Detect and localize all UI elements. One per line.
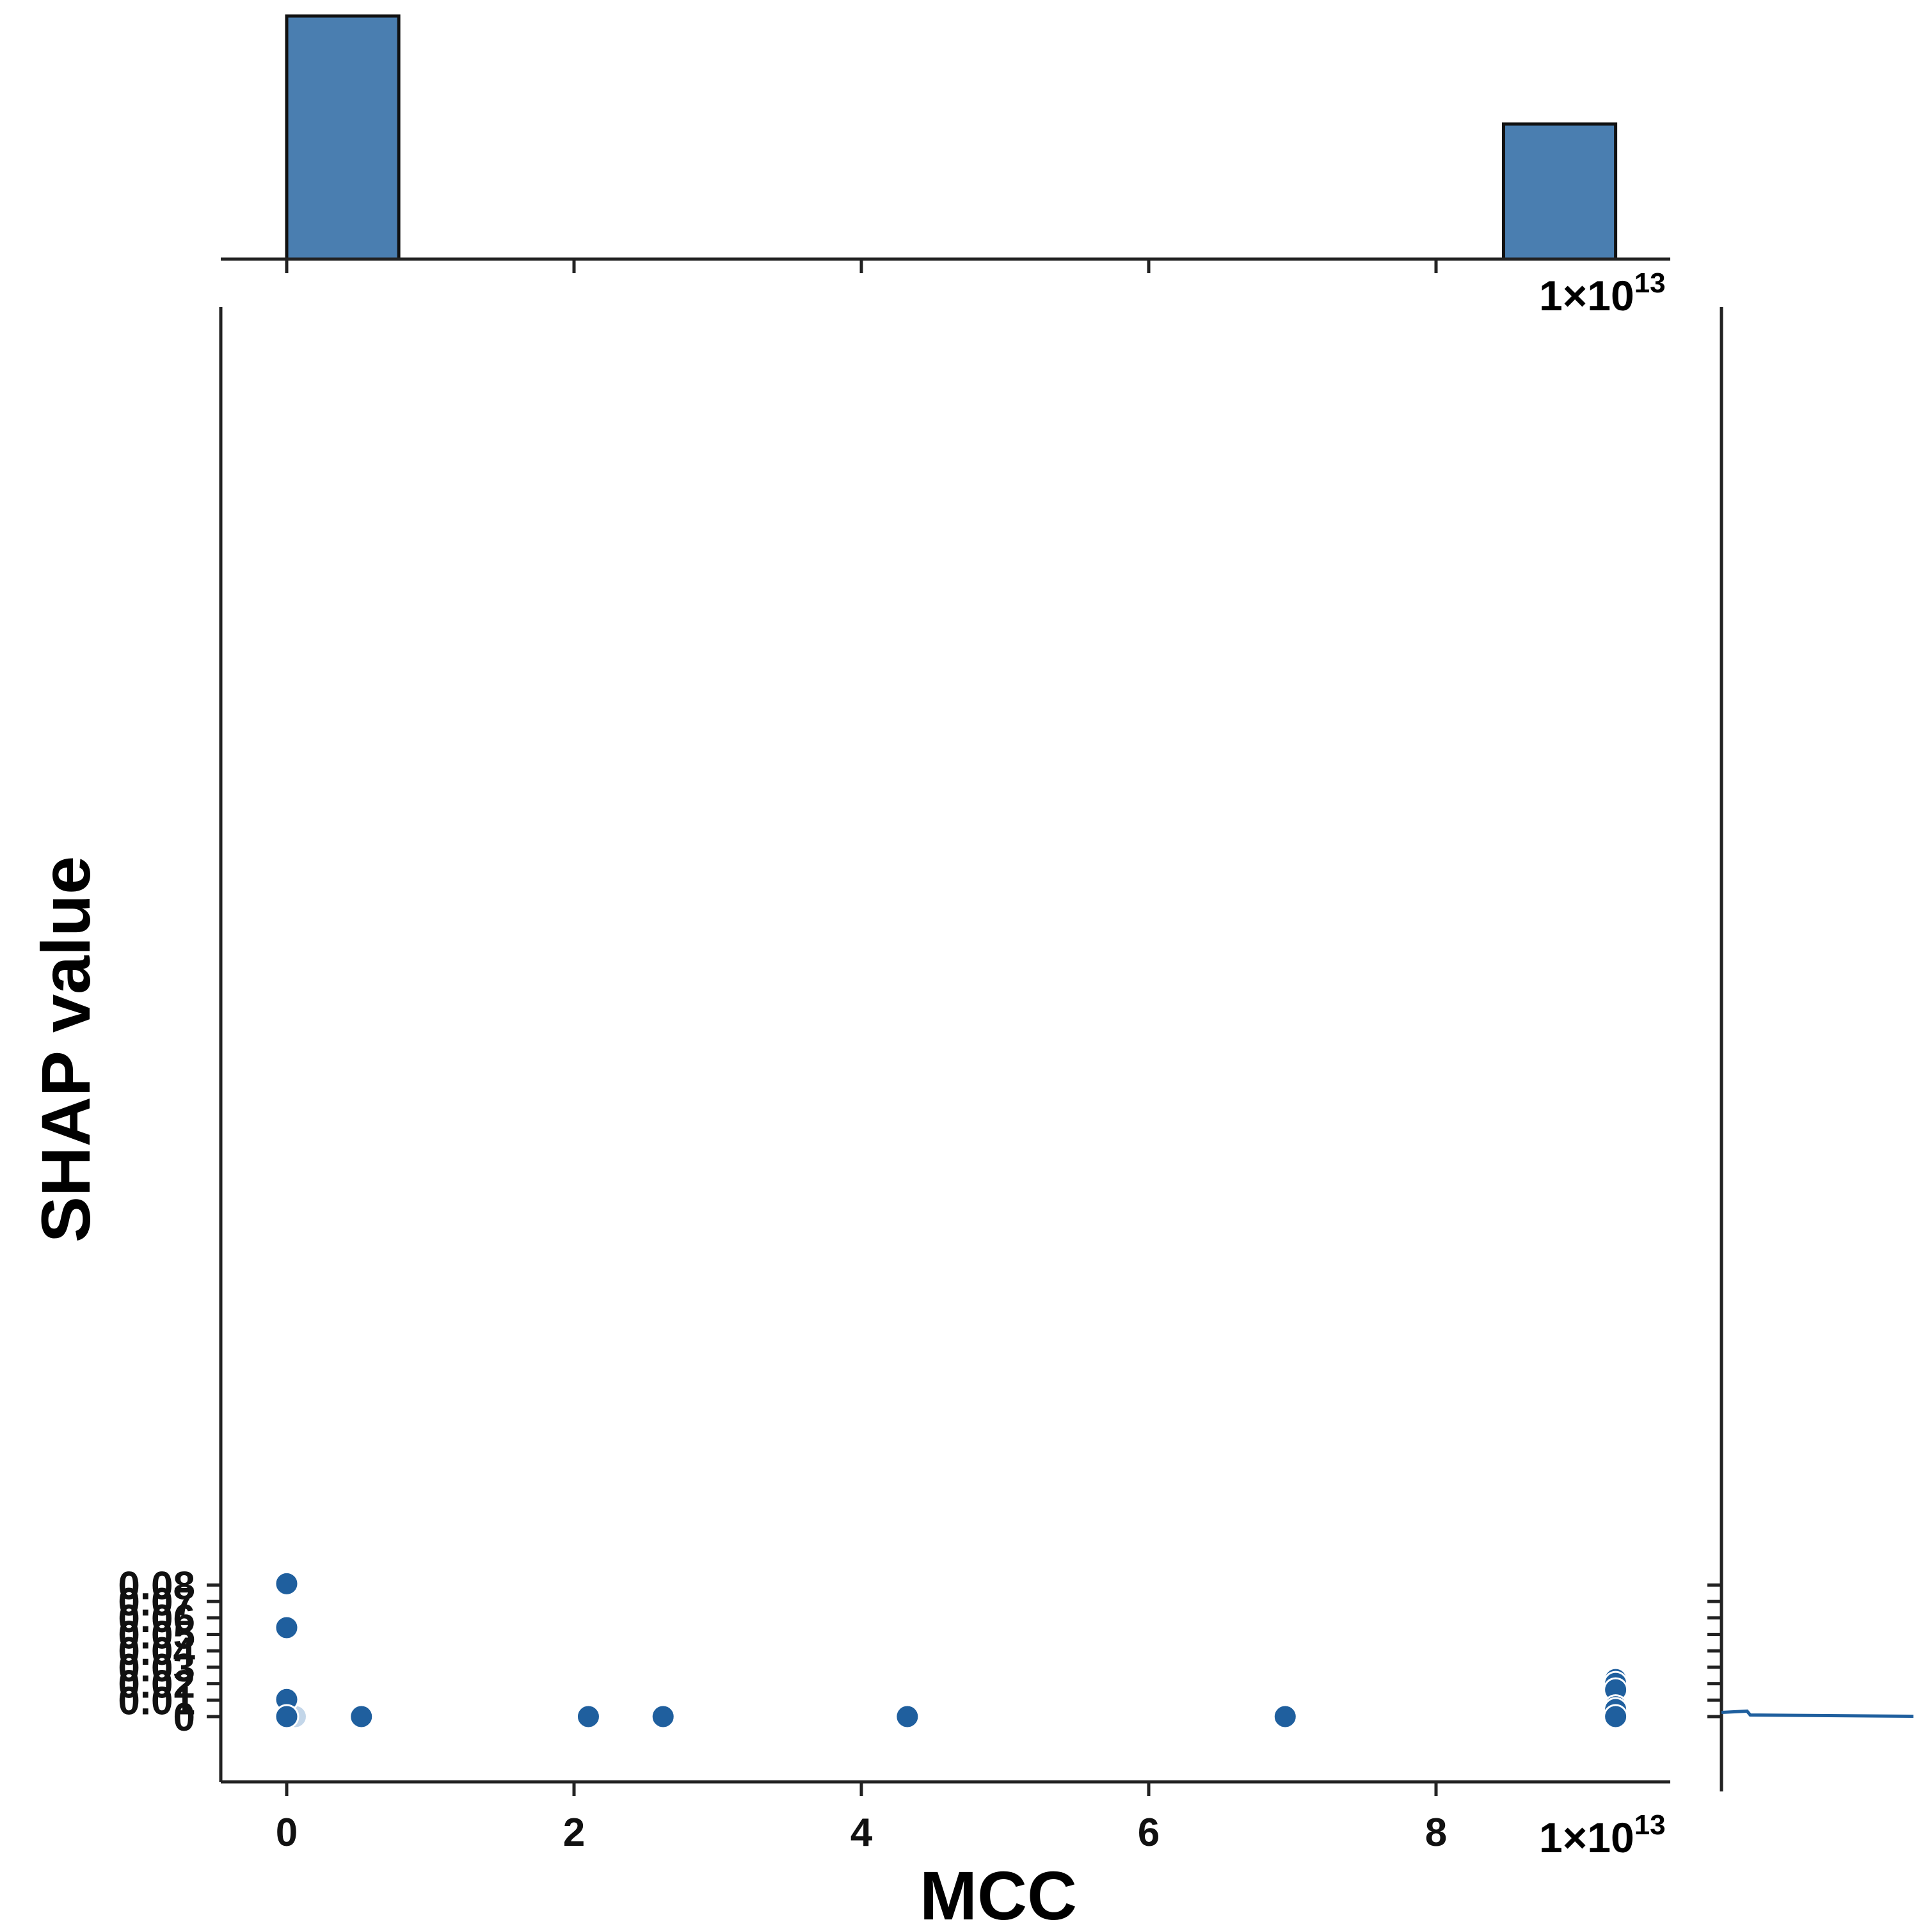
x-axis-offset-label: 1×1013 [1539,1809,1666,1861]
scatter-point-16 [349,1704,374,1729]
scatter-point-18 [650,1704,676,1729]
y-marginal-axis [1707,307,1723,1791]
x-marginal-histogram [285,14,1618,261]
scatter-point-19 [895,1704,920,1729]
scatter-point-15 [274,1704,299,1729]
histogram-bar-1 [1502,122,1618,261]
y-tick-label-1: 0.01 [118,1679,195,1723]
y-tick-label-3: 0.03 [118,1646,195,1690]
y-axis-ticks: 00.010.020.030.040.050.060.070.08 [118,1564,221,1740]
histogram-bar-0 [285,14,401,261]
scatter-point-13 [274,1615,299,1640]
x-tick-label-2: 4 [850,1811,873,1855]
x-tick-label-1: 2 [563,1811,585,1855]
y-tick-label-0: 0 [173,1695,195,1740]
x-tick-label-0: 0 [276,1811,298,1855]
scatter-points [274,1571,1629,1729]
x-axis-ticks: 0 2 4 6 8 [276,1782,1447,1855]
x-marginal-offset-label: 1×1013 [1539,267,1666,319]
x-marginal-axis [221,257,1670,273]
y-tick-label-2: 0.02 [118,1663,195,1707]
x-tick-label-4: 8 [1425,1811,1447,1855]
y-tick-label-8: 0.08 [118,1564,195,1608]
scatter-point-17 [575,1704,601,1729]
y-tick-label-6: 0.06 [118,1597,195,1641]
scatter-point-26 [1603,1704,1629,1729]
y-tick-label-4: 0.04 [118,1630,195,1674]
y-marginal-density-line [1721,1709,1914,1718]
x-axis-title: MCC [920,1857,1077,1929]
main-axes [219,307,1670,1784]
y-tick-label-5: 0.05 [118,1614,195,1658]
scatter-point-12 [274,1571,299,1596]
scatter-point-20 [1272,1704,1298,1729]
y-axis-title: SHAP value [27,856,104,1242]
y-tick-label-7: 0.07 [118,1580,195,1624]
x-tick-label-3: 6 [1138,1811,1160,1855]
